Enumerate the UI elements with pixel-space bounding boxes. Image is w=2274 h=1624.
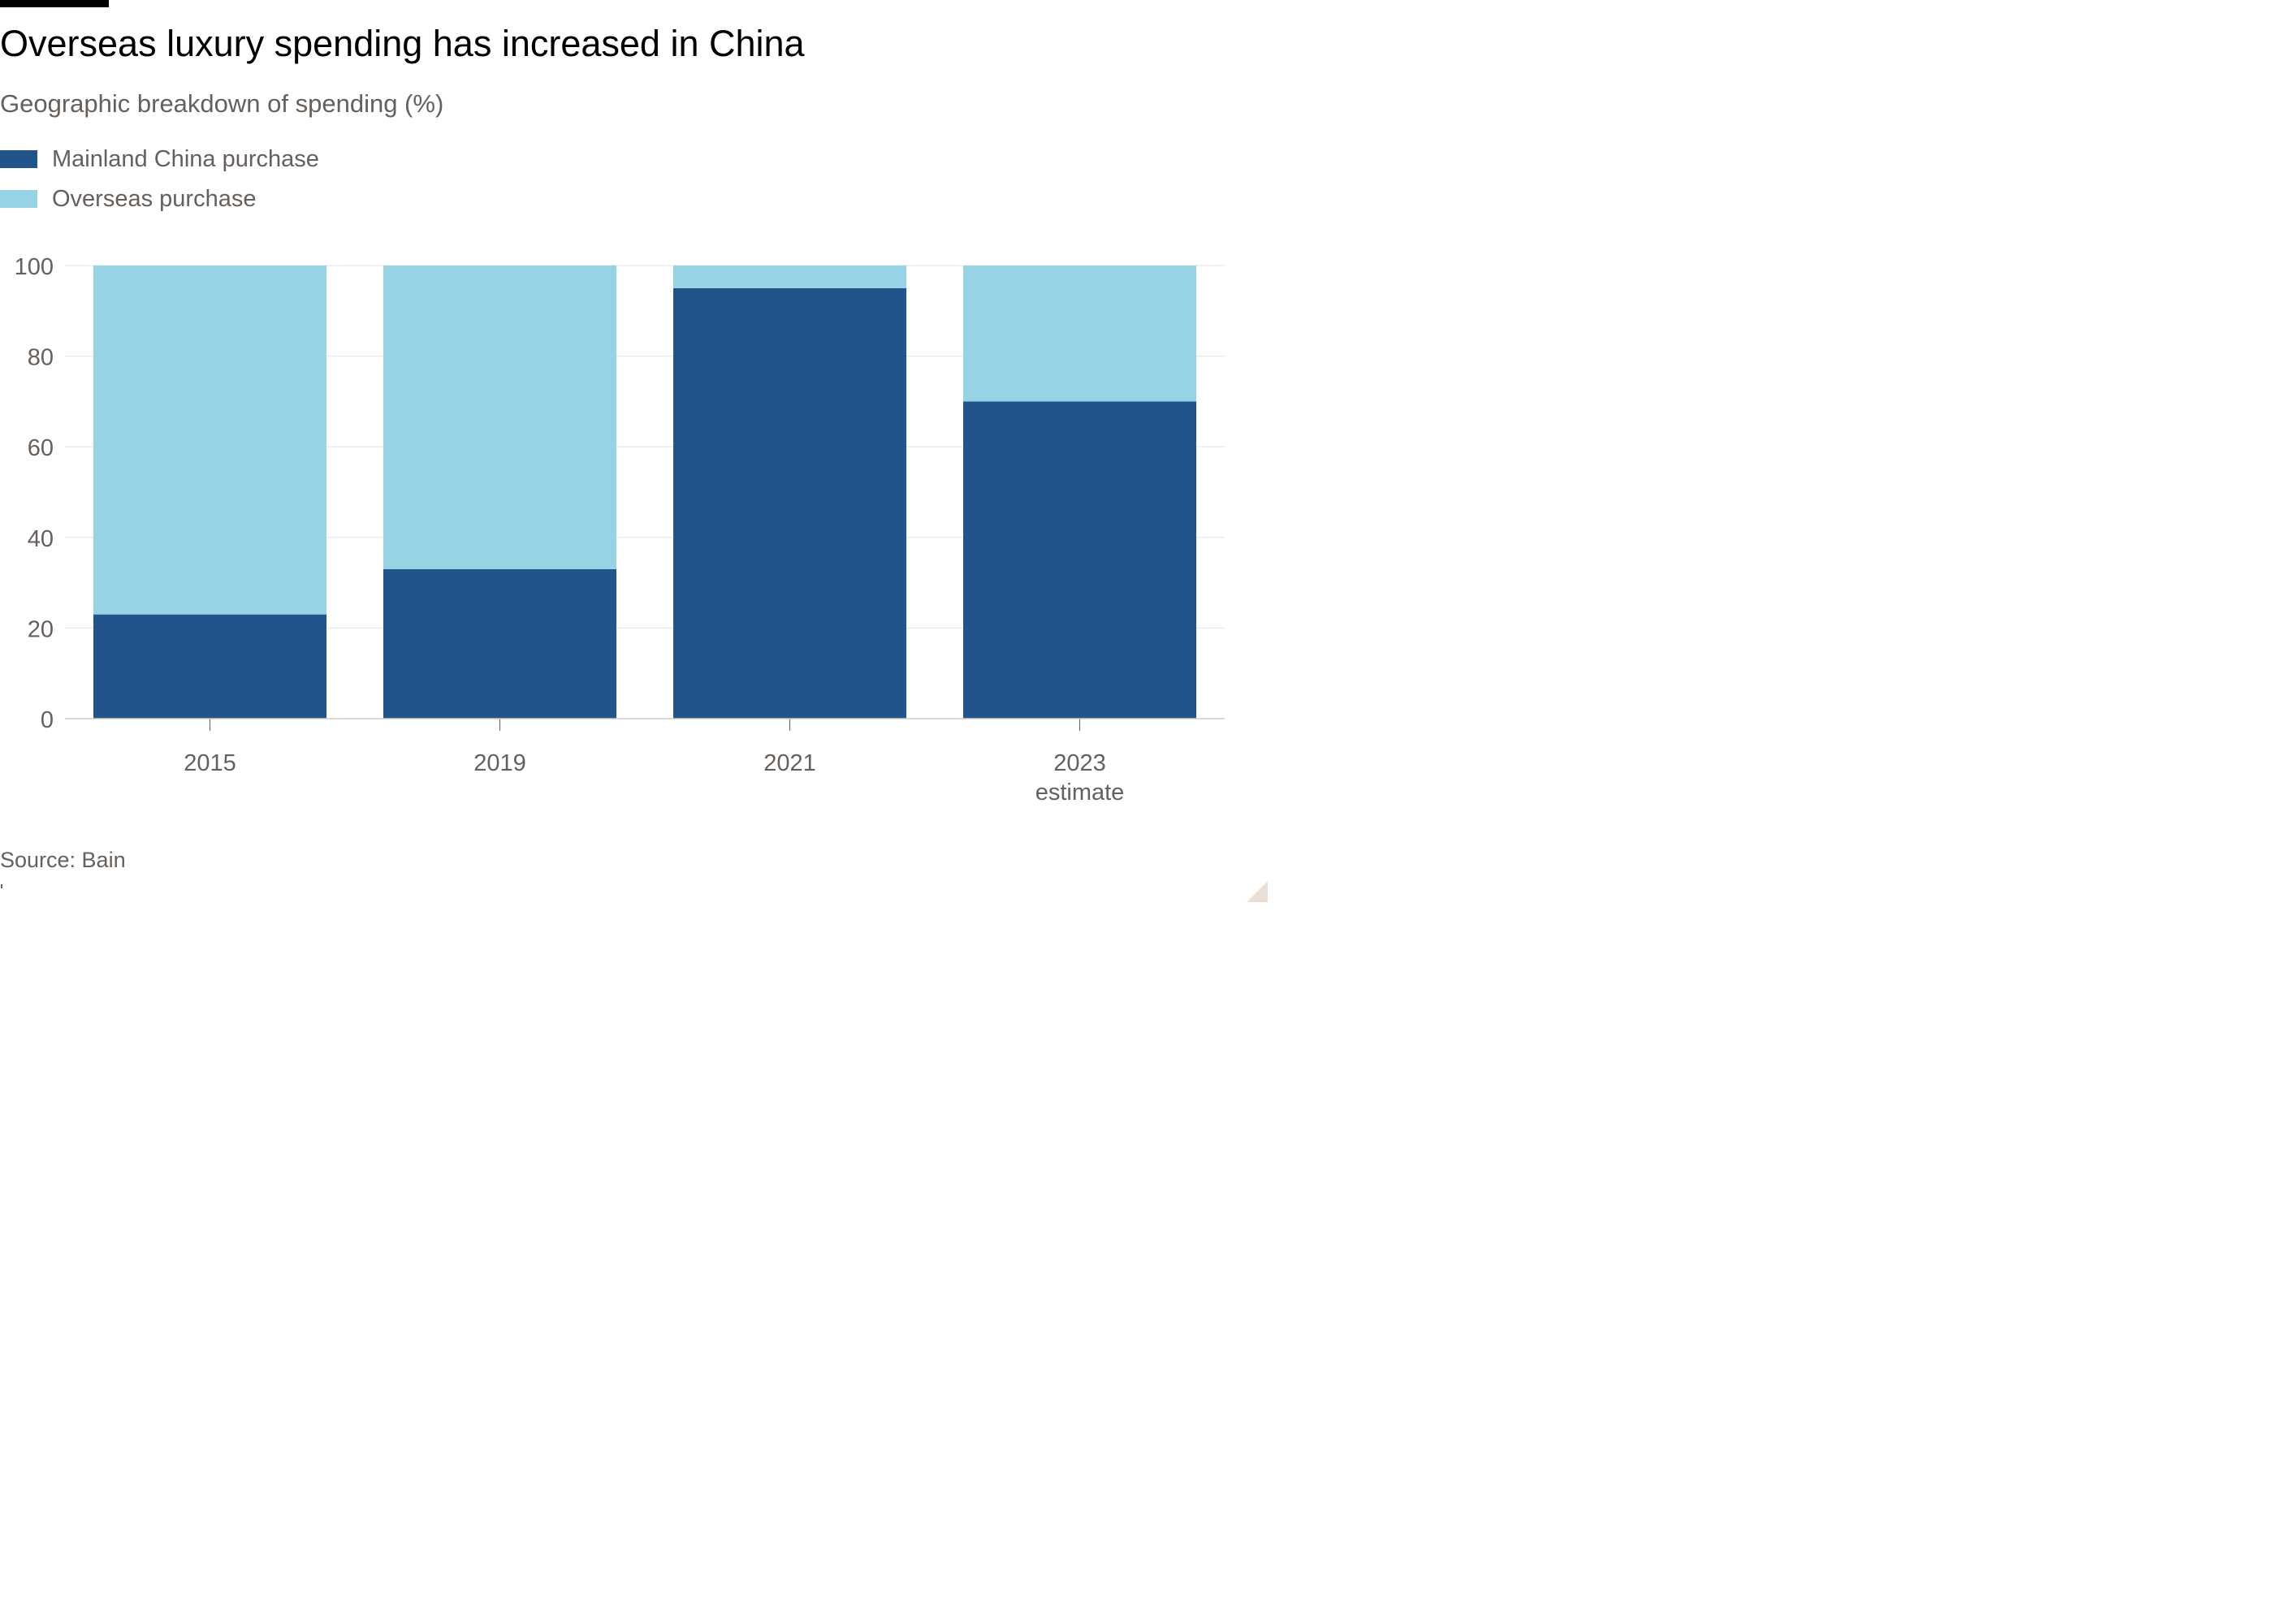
x-tick-sublabel: estimate — [1035, 780, 1125, 806]
bar-mainland — [673, 287, 906, 719]
x-tick-label: 2015 — [184, 750, 236, 776]
legend-label-overseas: Overseas purchase — [52, 185, 257, 212]
y-tick-label: 100 — [15, 254, 54, 280]
x-tick-label: 2019 — [473, 750, 526, 776]
chart-title: Overseas luxury spending has increased i… — [0, 23, 805, 64]
corner-fold-mark — [1247, 881, 1268, 902]
footer-mark — [1, 884, 2, 888]
y-tick-label: 0 — [41, 707, 54, 733]
legend-label-mainland: Mainland China purchase — [52, 145, 319, 172]
chart-subtitle: Geographic breakdown of spending (%) — [0, 89, 444, 118]
legend-item-mainland: Mainland China purchase — [0, 143, 319, 175]
bar-mainland — [93, 614, 326, 719]
bar-mainland — [383, 568, 616, 719]
top-accent-bar — [0, 0, 109, 7]
y-tick-label: 60 — [28, 435, 54, 461]
stacked-bar-chart: 0 20 40 60 80 100 2015 2019 2021 2023 estimate — [15, 254, 1225, 806]
bar-overseas — [963, 266, 1196, 402]
bar-overseas — [93, 266, 326, 615]
legend-item-overseas: Overseas purchase — [0, 183, 256, 215]
x-tick-label: 2021 — [763, 750, 816, 776]
bar-overseas — [673, 266, 906, 288]
legend-swatch-mainland — [0, 150, 37, 168]
source-note: Source: Bain — [0, 848, 126, 872]
y-tick-label: 40 — [28, 526, 54, 552]
bar-mainland — [963, 401, 1196, 719]
bar-overseas — [383, 266, 616, 569]
y-tick-label: 80 — [28, 345, 54, 371]
x-tick-label: 2023 — [1053, 750, 1106, 776]
y-tick-label: 20 — [28, 616, 54, 642]
legend-swatch-overseas — [0, 190, 37, 208]
